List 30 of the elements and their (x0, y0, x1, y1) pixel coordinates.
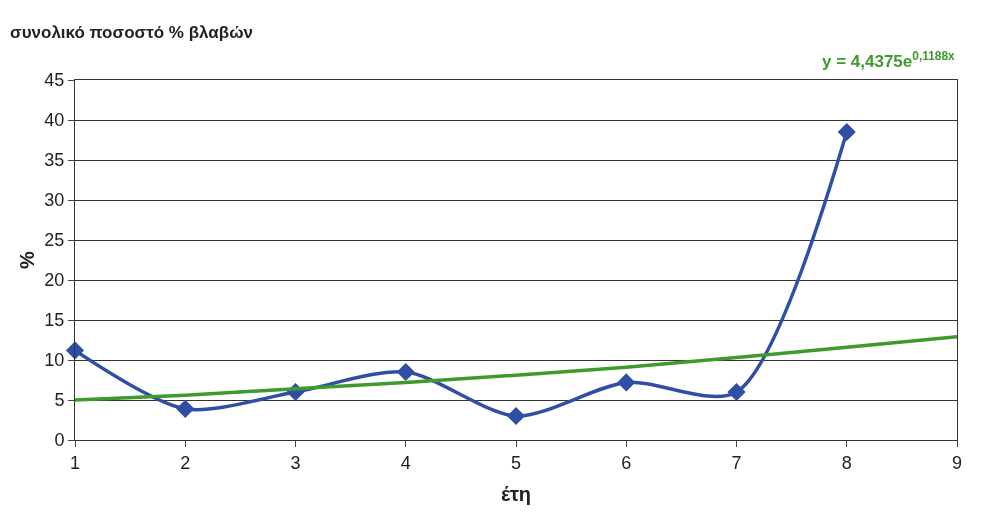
point (506, 406, 526, 426)
y-tick-label: 10 (44, 350, 65, 371)
x-tick-label: 7 (731, 452, 742, 473)
line-series (75, 335, 957, 402)
x-tick-label: 6 (621, 452, 632, 473)
text: y = 4,4375e$^{0,1188x}$ (822, 49, 955, 72)
x-tick-label: 2 (180, 452, 191, 473)
x-tick-label: 5 (510, 452, 522, 473)
x-tick-label: 8 (841, 452, 852, 473)
point (727, 382, 746, 402)
x-tick-label: 9 (951, 452, 963, 473)
y-tick-label: 5 (54, 390, 65, 411)
y-tick-label: 30 (44, 190, 65, 211)
y-tick-label: 0 (54, 430, 65, 451)
y-tick-label: 40 (44, 110, 65, 131)
y-tick-label: 35 (44, 150, 65, 171)
y-tick-label: 45 (44, 70, 65, 91)
x-tick-label: 1 (69, 452, 81, 473)
y-tick-label: 20 (44, 270, 65, 291)
y-tick-label: 25 (44, 230, 65, 251)
y-axis-title: % (15, 250, 38, 269)
chart-title: συνολικό ποσοστό % βλαβών (10, 22, 253, 42)
x-tick-label: 3 (290, 452, 301, 473)
y-tick-label: 15 (44, 310, 65, 331)
point (396, 362, 415, 382)
point (617, 373, 636, 392)
x-axis-title: έτη (500, 483, 532, 506)
x-tick-label: 4 (400, 452, 411, 473)
point (176, 399, 195, 418)
point (837, 122, 856, 142)
